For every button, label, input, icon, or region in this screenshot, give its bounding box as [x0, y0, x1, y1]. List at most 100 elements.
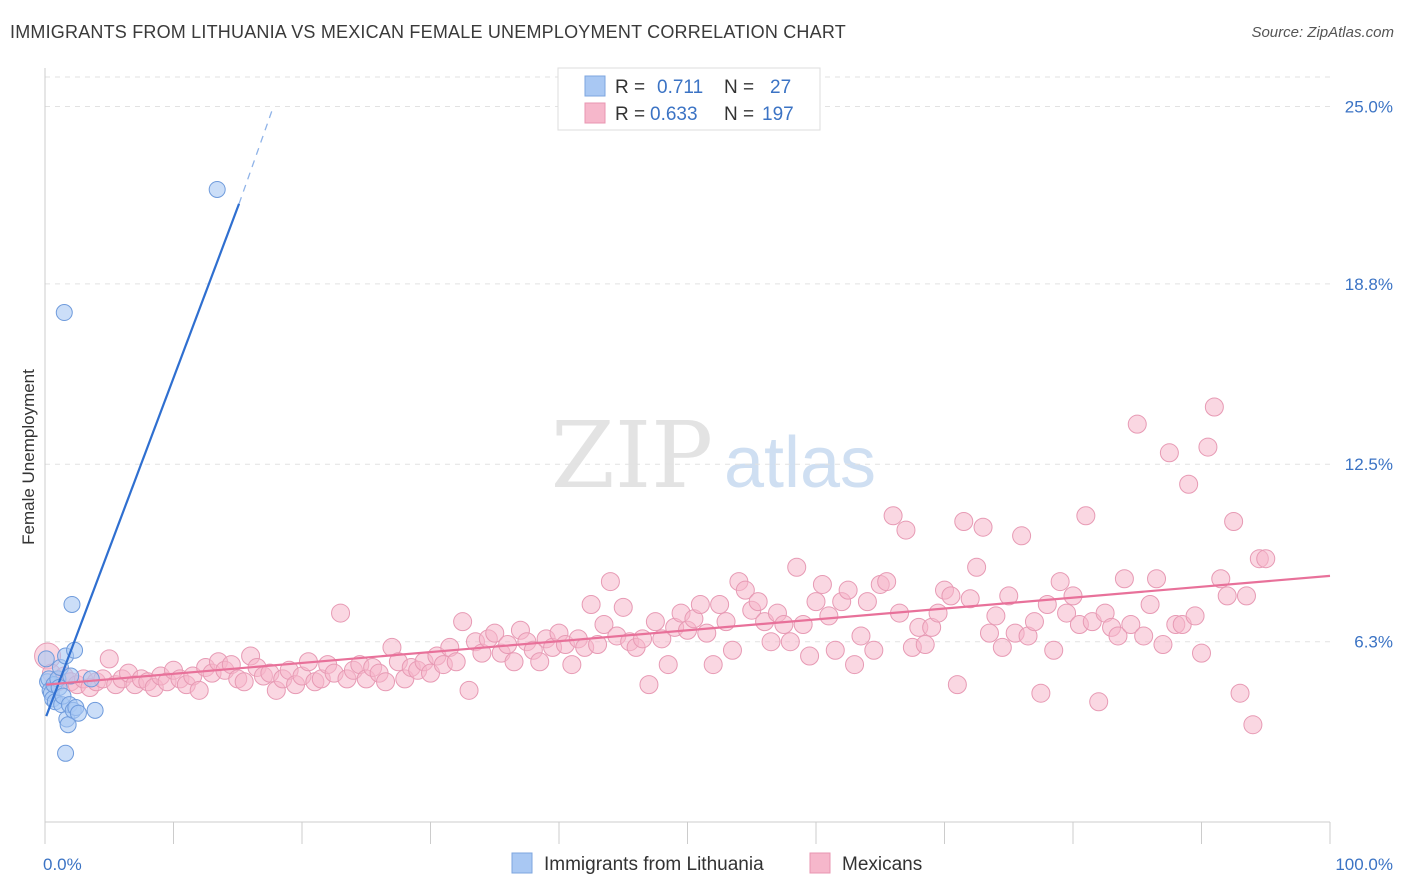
mexicans-point — [1159, 443, 1179, 463]
lithuania-point — [86, 701, 104, 719]
mexicans-point — [639, 675, 659, 695]
lithuania-trend-extension — [238, 109, 274, 205]
x-tick-label-0: 0.0% — [43, 855, 82, 874]
mexicans-point — [1076, 506, 1096, 526]
mexicans-point — [1012, 526, 1032, 546]
mexicans-point — [562, 655, 582, 675]
mexicans-point — [189, 680, 209, 700]
mexicans-point — [588, 635, 608, 655]
lithuania-point — [55, 304, 73, 322]
mexicans-point — [864, 640, 884, 660]
y-tick-label-1: 12.5% — [1345, 455, 1393, 474]
mexicans-points — [34, 397, 1276, 735]
lithuania-point — [82, 670, 100, 688]
lithuania-point — [208, 180, 226, 198]
mexicans-point — [703, 655, 723, 675]
legend-n-value-1: 27 — [770, 77, 791, 98]
mexicans-point — [1153, 635, 1173, 655]
mexicans-point — [613, 597, 633, 617]
y-tick-label-0: 6.3% — [1354, 633, 1393, 652]
mexicans-point — [1179, 474, 1199, 494]
mexicans-point — [376, 672, 396, 692]
bottom-legend-label-lithuania: Immigrants from Lithuania — [544, 854, 764, 875]
mexicans-point — [851, 626, 871, 646]
bottom-legend-swatch-lithuania — [511, 852, 533, 874]
mexicans-point — [1192, 643, 1211, 663]
mexicans-point — [697, 623, 717, 643]
watermark-zip: ZIP — [551, 402, 713, 509]
mexicans-point — [954, 511, 974, 531]
mexicans-point — [1121, 615, 1141, 635]
mexicans-point — [1114, 569, 1134, 589]
mexicans-point — [581, 594, 601, 614]
legend-swatch-mexicans — [584, 102, 606, 124]
mexicans-point — [1211, 569, 1231, 589]
mexicans-point — [992, 637, 1012, 657]
mexicans-point — [453, 612, 473, 632]
mexicans-point — [877, 572, 897, 592]
mexicans-point — [652, 629, 672, 649]
mexicans-point — [1217, 586, 1237, 606]
mexicans-point — [800, 646, 820, 666]
mexicans-point — [530, 652, 550, 672]
mexicans-point — [748, 592, 768, 612]
grid-lines — [45, 76, 1330, 643]
mexicans-point — [1147, 569, 1167, 589]
mexicans-point — [1127, 414, 1147, 434]
mexicans-point — [1050, 572, 1070, 592]
mexicans-trend-line — [46, 574, 1331, 686]
mexicans-point — [1243, 715, 1263, 735]
mexicans-point — [1031, 683, 1051, 703]
lithuania-point — [62, 667, 80, 685]
legend-r-value-2: 0.633 — [650, 104, 698, 125]
mexicans-point — [658, 655, 678, 675]
mexicans-point — [967, 557, 987, 577]
mexicans-point — [485, 623, 505, 643]
mexicans-point — [1230, 683, 1250, 703]
lithuania-point — [37, 650, 55, 668]
mexicans-point — [979, 623, 999, 643]
mexicans-point — [780, 632, 800, 652]
mexicans-point — [234, 672, 254, 692]
mexicans-point — [787, 557, 807, 577]
watermark-atlas: atlas — [724, 423, 876, 503]
mexicans-point — [600, 572, 620, 592]
mexicans-point — [690, 594, 710, 614]
mexicans-point — [1204, 397, 1224, 417]
mexicans-point — [1063, 586, 1083, 606]
mexicans-point — [857, 592, 877, 612]
mexicans-point — [928, 603, 948, 623]
mexicans-point — [1024, 612, 1044, 632]
mexicans-point — [761, 632, 781, 652]
mexicans-point — [446, 652, 466, 672]
legend-swatch-lithuania — [584, 75, 606, 97]
mexicans-point — [1224, 511, 1244, 531]
mexicans-point — [645, 612, 665, 632]
top-legend: R = 0.711 N = 27 R = 0.633 N = 197 — [557, 67, 821, 131]
mexicans-point — [331, 603, 351, 623]
mexicans-point — [459, 680, 479, 700]
mexicans-point — [947, 675, 967, 695]
mexicans-point — [504, 652, 524, 672]
mexicans-point — [825, 640, 845, 660]
trend-lines — [45, 109, 1331, 717]
mexicans-point — [845, 655, 865, 675]
lithuania-point — [57, 744, 75, 762]
mexicans-point — [960, 589, 980, 609]
source-credit: Source: ZipAtlas.com — [1251, 24, 1394, 41]
lithuania-point — [69, 704, 87, 722]
mexicans-point — [941, 586, 961, 606]
mexicans-point — [838, 580, 858, 600]
mexicans-point — [1198, 437, 1218, 457]
mexicans-point — [1057, 603, 1077, 623]
tick-labels: 6.3% 12.5% 18.8% 25.0% 0.0% 100.0% — [43, 97, 1393, 874]
mexicans-point — [722, 640, 742, 660]
mexicans-point — [819, 606, 839, 626]
mexicans-point — [1185, 606, 1205, 626]
mexicans-point — [812, 574, 832, 594]
mexicans-point — [973, 517, 993, 537]
mexicans-point — [986, 606, 1006, 626]
mexicans-point — [1134, 626, 1154, 646]
mexicans-point — [896, 520, 916, 540]
